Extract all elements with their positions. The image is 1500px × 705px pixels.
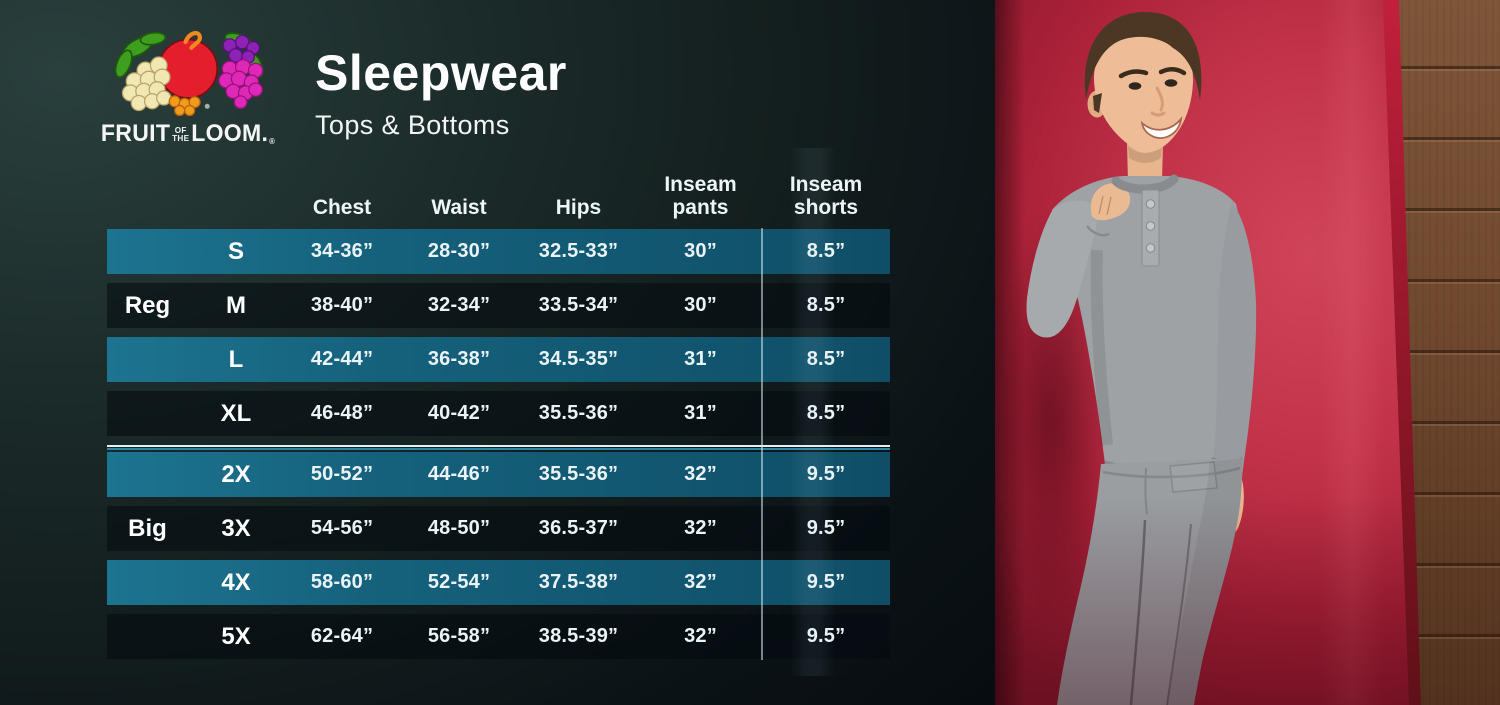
row-value-cell: 32” xyxy=(684,625,717,647)
row-value-cell: 8.5” xyxy=(806,402,846,424)
face xyxy=(1094,28,1194,153)
table-header-row: Chest Waist Hips Inseam pants Inseam shorts xyxy=(107,160,890,220)
row-size-label: S xyxy=(227,237,244,265)
row-value-cell: 62-64” xyxy=(310,625,374,647)
row-value-cell: 40-42” xyxy=(427,402,491,424)
row-size-label: 3X xyxy=(221,514,251,542)
chart-panel: FRUIT OF THE LOOM. ® Sleepwear Tops & Bo… xyxy=(0,0,995,705)
row-value-cell: 37.5-38” xyxy=(538,571,619,593)
row-value-cell: 38-40” xyxy=(310,294,374,316)
row-value-cell: 9.5” xyxy=(806,571,846,593)
row-value-cell: 9.5” xyxy=(806,625,846,647)
page-title: Sleepwear xyxy=(315,45,567,101)
pajama-top xyxy=(1052,176,1247,464)
hair xyxy=(1084,12,1202,100)
column-header: Inseam pants xyxy=(664,172,737,220)
row-value-cell: 35.5-36” xyxy=(538,463,619,485)
row-value-cell: 56-58” xyxy=(427,625,491,647)
column-header: Waist xyxy=(431,196,487,220)
pajama-pants xyxy=(1057,458,1243,705)
wall-highlight xyxy=(1320,0,1384,705)
brand-loom: LOOM. xyxy=(191,120,269,147)
row-value-cell: 32-34” xyxy=(427,294,491,316)
page-subtitle: Tops & Bottoms xyxy=(315,110,510,140)
heading-block: Sleepwear Tops & Bottoms xyxy=(315,44,567,141)
row-size-label: XL xyxy=(220,399,252,427)
row-value-cell: 8.5” xyxy=(806,240,846,262)
table-row: 4X 58-60” 52-54” 37.5-38” 32” 9.5” xyxy=(107,560,890,605)
row-value-cell: 32.5-33” xyxy=(538,240,619,262)
row-value-cell: 42-44” xyxy=(310,348,374,370)
row-value-cell: 31” xyxy=(684,402,717,424)
reg-big-divider xyxy=(107,445,890,450)
model-photo xyxy=(995,0,1500,705)
row-value-cell: 9.5” xyxy=(806,517,846,539)
size-table-rows: S 34-36” 28-30” 32.5-33” 30” 8.5” Reg M … xyxy=(107,229,890,659)
wall-left-shadow xyxy=(995,0,1025,705)
row-value-cell: 9.5” xyxy=(806,463,846,485)
table-row: Big 3X 54-56” 48-50” 36.5-37” 32” 9.5” xyxy=(107,506,890,551)
pajama-model-illustration xyxy=(1026,12,1257,705)
row-value-cell: 54-56” xyxy=(310,517,374,539)
smile xyxy=(1140,116,1183,139)
row-size-label: 5X xyxy=(221,622,251,650)
row-value-cell: 34.5-35” xyxy=(538,348,619,370)
row-value-cell: 31” xyxy=(684,348,717,370)
henley-collar xyxy=(1111,174,1179,194)
row-value-cell: 32” xyxy=(684,571,717,593)
row-size-label: L xyxy=(228,345,244,373)
registered-mark: ® xyxy=(269,137,276,146)
table-row: S 34-36” 28-30” 32.5-33” 30” 8.5” xyxy=(107,229,890,274)
row-value-cell: 35.5-36” xyxy=(538,402,619,424)
row-group-label: Reg xyxy=(124,291,171,319)
row-value-cell: 8.5” xyxy=(806,348,846,370)
table-row: L 42-44” 36-38” 34.5-35” 31” 8.5” xyxy=(107,337,890,382)
brand-of-the: OF THE xyxy=(172,124,190,143)
row-size-label: 4X xyxy=(221,568,251,596)
table-row: 5X 62-64” 56-58” 38.5-39” 32” 9.5” xyxy=(107,614,890,659)
row-group-label: Big xyxy=(128,514,167,542)
wood-panel xyxy=(1399,0,1500,705)
row-size-label: M xyxy=(226,291,246,319)
row-value-cell: 58-60” xyxy=(310,571,374,593)
table-row: XL 46-48” 40-42” 35.5-36” 31” 8.5” xyxy=(107,391,890,436)
brand-wordmark: FRUIT OF THE LOOM. ® xyxy=(101,120,275,148)
row-value-cell: 33.5-34” xyxy=(538,294,619,316)
row-value-cell: 8.5” xyxy=(806,294,846,316)
column-header: Chest xyxy=(312,196,372,220)
row-value-cell: 36.5-37” xyxy=(538,517,619,539)
size-table: Chest Waist Hips Inseam pants Inseam shorts … xyxy=(107,160,890,668)
table-row: Reg M 38-40” 32-34” 33.5-34” 30” 8.5” xyxy=(107,283,890,328)
column-header: Hips xyxy=(555,196,602,220)
apple-shape xyxy=(157,38,219,99)
row-value-cell: 52-54” xyxy=(427,571,491,593)
brand-fruit: FRUIT xyxy=(100,120,171,147)
inseam-column-divider xyxy=(761,228,763,660)
row-value-cell: 32” xyxy=(684,463,717,485)
row-value-cell: 32” xyxy=(684,517,717,539)
row-value-cell: 30” xyxy=(684,294,717,316)
row-value-cell: 36-38” xyxy=(427,348,491,370)
row-value-cell: 30” xyxy=(684,240,717,262)
fruit-logo-icon xyxy=(114,30,264,117)
row-value-cell: 44-46” xyxy=(427,463,491,485)
row-value-cell: 38.5-39” xyxy=(538,625,619,647)
row-value-cell: 34-36” xyxy=(310,240,374,262)
column-header: Inseam shorts xyxy=(789,172,863,220)
row-value-cell: 28-30” xyxy=(427,240,491,262)
row-value-cell: 48-50” xyxy=(427,517,491,539)
row-value-cell: 46-48” xyxy=(310,402,374,424)
row-value-cell: 50-52” xyxy=(310,463,374,485)
fruit-of-the-loom-logo: FRUIT OF THE LOOM. ® xyxy=(101,22,275,148)
row-size-label: 2X xyxy=(221,460,251,488)
table-row: 2X 50-52” 44-46” 35.5-36” 32” 9.5” xyxy=(107,452,890,497)
